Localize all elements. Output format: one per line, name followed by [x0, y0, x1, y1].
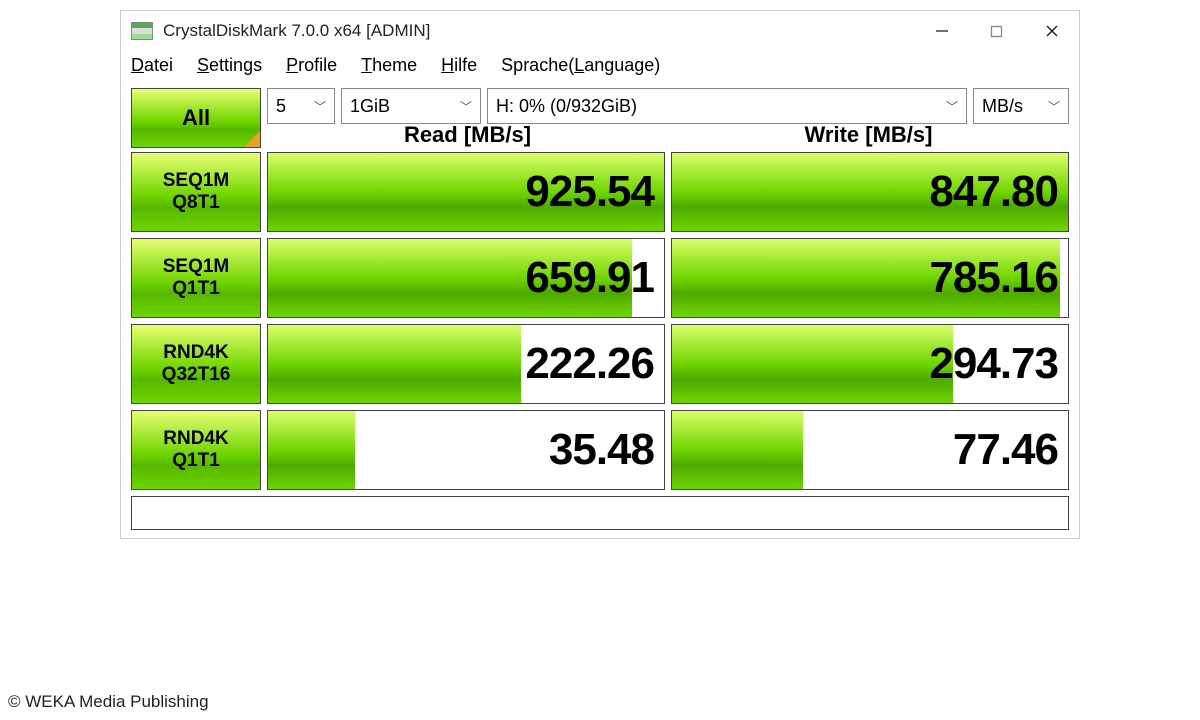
column-headers: Read [MB/s] Write [MB/s]	[267, 120, 1069, 150]
test-button-seq1m-q1t1[interactable]: SEQ1MQ1T1	[131, 238, 261, 318]
read-value: 35.48	[549, 425, 654, 475]
read-value-cell: 222.26	[267, 324, 665, 404]
menu-profile[interactable]: Profile	[286, 55, 337, 76]
test-button-seq1m-q8t1[interactable]: SEQ1MQ8T1	[131, 152, 261, 232]
run-all-button[interactable]: All	[131, 88, 261, 148]
write-value-cell: 847.80	[671, 152, 1069, 232]
chevron-down-icon: ﹀	[1048, 98, 1060, 115]
select-row: 5 ﹀ 1GiB ﹀ H: 0% (0/932GiB) ﹀ MB/s ﹀	[267, 88, 1069, 124]
write-value-cell: 77.46	[671, 410, 1069, 490]
menu-settings[interactable]: Settings	[197, 55, 262, 76]
menu-theme[interactable]: Theme	[361, 55, 417, 76]
write-bar	[672, 411, 803, 489]
app-window: CrystalDiskMark 7.0.0 x64 [ADMIN] Datei …	[120, 10, 1080, 539]
test-label-line2: Q32T16	[162, 364, 231, 386]
unit-value: MB/s	[982, 96, 1023, 117]
read-value-cell: 35.48	[267, 410, 665, 490]
read-bar	[268, 411, 355, 489]
test-label-line1: SEQ1M	[163, 170, 230, 192]
write-value: 294.73	[929, 339, 1058, 389]
read-value: 222.26	[525, 339, 654, 389]
unit-select[interactable]: MB/s ﹀	[973, 88, 1069, 124]
write-value-cell: 785.16	[671, 238, 1069, 318]
menu-sprache[interactable]: Sprache(Language)	[501, 55, 660, 76]
test-button-rnd4k-q1t1[interactable]: RND4KQ1T1	[131, 410, 261, 490]
result-row: RND4KQ1T1 35.48 77.46	[131, 410, 1069, 490]
minimize-icon	[935, 24, 949, 38]
statusbar	[131, 496, 1069, 530]
copyright-text: © WEKA Media Publishing	[4, 690, 213, 714]
selects-wrap: 5 ﹀ 1GiB ﹀ H: 0% (0/932GiB) ﹀ MB/s ﹀	[267, 88, 1069, 150]
write-bar	[672, 325, 953, 403]
window-controls	[914, 11, 1079, 51]
write-header: Write [MB/s]	[668, 122, 1069, 148]
chevron-down-icon: ﹀	[314, 98, 326, 115]
results-grid: SEQ1MQ8T1925.54847.80SEQ1MQ1T1659.91785.…	[131, 152, 1069, 490]
test-count-value: 5	[276, 96, 286, 117]
read-bar	[268, 325, 521, 403]
drive-select[interactable]: H: 0% (0/932GiB) ﹀	[487, 88, 967, 124]
run-all-label: All	[182, 105, 210, 131]
menubar: Datei Settings Profile Theme Hilfe Sprac…	[121, 51, 1079, 84]
close-button[interactable]	[1024, 11, 1079, 51]
result-row: SEQ1MQ8T1 925.54 847.80	[131, 152, 1069, 232]
minimize-button[interactable]	[914, 11, 969, 51]
close-icon	[1045, 24, 1059, 38]
test-label-line2: Q8T1	[172, 192, 220, 214]
menu-hilfe[interactable]: Hilfe	[441, 55, 477, 76]
test-label-line2: Q1T1	[172, 278, 220, 300]
write-value: 77.46	[953, 425, 1058, 475]
read-header: Read [MB/s]	[267, 122, 668, 148]
test-label-line2: Q1T1	[172, 450, 220, 472]
chevron-down-icon: ﹀	[460, 98, 472, 115]
result-row: RND4KQ32T16 222.26 294.73	[131, 324, 1069, 404]
drive-value: H: 0% (0/932GiB)	[496, 96, 637, 117]
result-row: SEQ1MQ1T1 659.91 785.16	[131, 238, 1069, 318]
test-button-rnd4k-q32t16[interactable]: RND4KQ32T16	[131, 324, 261, 404]
content-area: All 5 ﹀ 1GiB ﹀ H: 0% (0/932GiB) ﹀	[121, 84, 1079, 538]
titlebar[interactable]: CrystalDiskMark 7.0.0 x64 [ADMIN]	[121, 11, 1079, 51]
chevron-down-icon: ﹀	[946, 98, 958, 115]
read-value-cell: 659.91	[267, 238, 665, 318]
test-size-select[interactable]: 1GiB ﹀	[341, 88, 481, 124]
maximize-button[interactable]	[969, 11, 1024, 51]
app-icon	[131, 22, 153, 40]
test-count-select[interactable]: 5 ﹀	[267, 88, 335, 124]
top-controls-row: All 5 ﹀ 1GiB ﹀ H: 0% (0/932GiB) ﹀	[131, 88, 1069, 150]
window-title: CrystalDiskMark 7.0.0 x64 [ADMIN]	[163, 21, 430, 41]
write-value-cell: 294.73	[671, 324, 1069, 404]
read-value: 659.91	[525, 253, 654, 303]
write-value: 847.80	[929, 167, 1058, 217]
menu-datei[interactable]: Datei	[131, 55, 173, 76]
maximize-icon	[990, 25, 1003, 38]
test-label-line1: RND4K	[163, 428, 228, 450]
test-label-line1: RND4K	[163, 342, 228, 364]
write-value: 785.16	[929, 253, 1058, 303]
read-value: 925.54	[525, 167, 654, 217]
test-size-value: 1GiB	[350, 96, 390, 117]
test-label-line1: SEQ1M	[163, 256, 230, 278]
read-value-cell: 925.54	[267, 152, 665, 232]
